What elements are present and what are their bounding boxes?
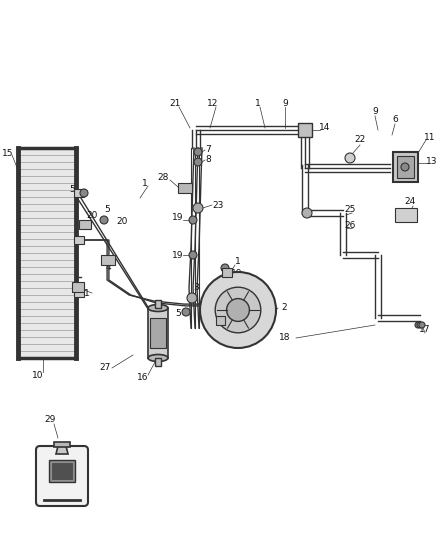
Bar [52, 463, 72, 479]
Bar [74, 236, 84, 244]
Text: 20: 20 [86, 212, 98, 221]
Circle shape [415, 322, 421, 328]
Bar [298, 123, 312, 137]
Bar [49, 460, 75, 482]
Bar [216, 316, 225, 325]
Bar [222, 268, 232, 277]
Ellipse shape [148, 304, 168, 311]
Bar [397, 156, 414, 178]
Circle shape [419, 322, 425, 328]
Bar [72, 282, 84, 292]
Text: 1: 1 [84, 288, 90, 297]
Text: 15: 15 [2, 149, 14, 157]
Bar [178, 183, 192, 193]
Circle shape [194, 158, 202, 166]
Text: 2: 2 [281, 303, 287, 312]
Text: 6: 6 [392, 116, 398, 125]
Text: 9: 9 [372, 108, 378, 117]
Bar [74, 289, 84, 297]
Text: 4: 4 [105, 263, 111, 272]
Text: 1: 1 [142, 179, 148, 188]
Bar [395, 208, 417, 222]
FancyBboxPatch shape [36, 446, 88, 506]
Text: 3: 3 [193, 284, 199, 293]
Bar [74, 189, 84, 197]
Bar [18, 148, 76, 358]
Text: 12: 12 [207, 99, 219, 108]
Text: 17: 17 [419, 326, 431, 335]
Text: 9: 9 [282, 99, 288, 108]
Text: 8: 8 [205, 155, 211, 164]
Text: 1: 1 [235, 257, 241, 266]
Ellipse shape [148, 354, 168, 361]
Text: 26: 26 [344, 221, 356, 230]
Text: 23: 23 [212, 200, 224, 209]
Text: 21: 21 [170, 99, 181, 108]
Text: 13: 13 [426, 157, 438, 166]
Text: 10: 10 [32, 370, 44, 379]
Circle shape [221, 264, 229, 272]
Text: 24: 24 [404, 198, 416, 206]
Circle shape [345, 153, 355, 163]
Bar [155, 358, 161, 366]
Text: 5: 5 [175, 309, 181, 318]
Text: 20: 20 [206, 326, 218, 335]
Text: 27: 27 [99, 364, 111, 373]
Text: 29: 29 [44, 416, 56, 424]
Text: 25: 25 [344, 206, 356, 214]
Circle shape [215, 287, 261, 333]
Bar [101, 255, 115, 265]
Text: 22: 22 [354, 135, 366, 144]
Bar [54, 442, 70, 447]
Bar [150, 318, 166, 348]
Circle shape [80, 189, 88, 197]
Circle shape [187, 293, 197, 303]
Circle shape [189, 251, 197, 259]
Text: 7: 7 [205, 144, 211, 154]
Bar [79, 220, 91, 229]
Text: 20: 20 [117, 217, 128, 227]
Circle shape [401, 163, 409, 171]
Circle shape [194, 148, 202, 156]
Circle shape [193, 203, 203, 213]
Bar [393, 152, 418, 182]
Text: 18: 18 [279, 334, 291, 343]
Text: 1: 1 [255, 99, 261, 108]
Bar [148, 308, 168, 358]
Text: 5: 5 [104, 206, 110, 214]
Circle shape [417, 322, 423, 328]
Text: 11: 11 [424, 133, 436, 142]
Circle shape [302, 208, 312, 218]
Text: 19: 19 [172, 251, 184, 260]
Text: 19: 19 [231, 269, 243, 278]
Text: 19: 19 [172, 214, 184, 222]
Polygon shape [56, 446, 68, 454]
Circle shape [200, 272, 276, 348]
Circle shape [226, 298, 249, 321]
Circle shape [182, 308, 190, 316]
Text: 5: 5 [69, 184, 75, 193]
Bar [155, 300, 161, 308]
Circle shape [189, 216, 197, 224]
Text: 14: 14 [319, 124, 331, 133]
Circle shape [100, 216, 108, 224]
Text: 16: 16 [137, 374, 149, 383]
Text: 28: 28 [157, 174, 169, 182]
